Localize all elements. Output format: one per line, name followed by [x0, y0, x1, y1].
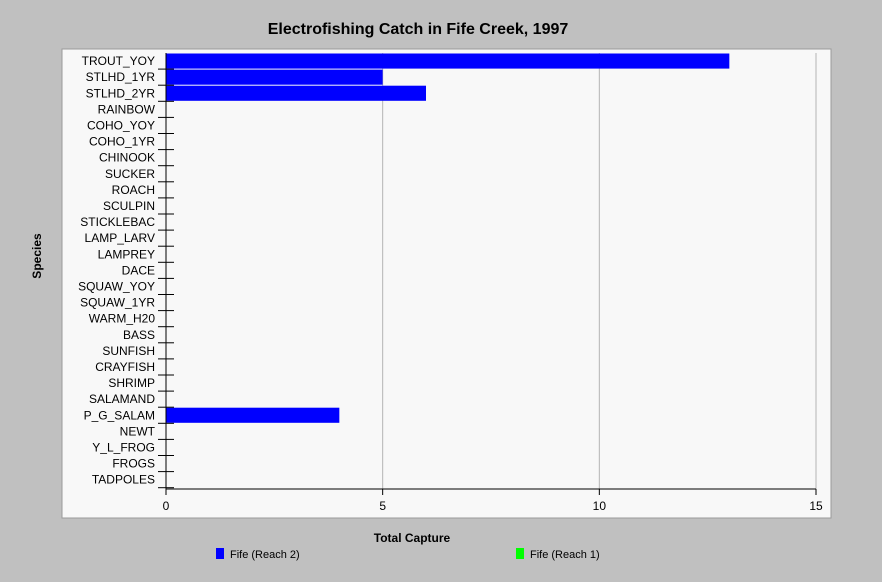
y-tick-label: LAMP_LARV [85, 231, 155, 245]
legend-label: Fife (Reach 2) [230, 549, 300, 561]
bar-trout-yoy [166, 53, 730, 69]
x-tick-label: 10 [593, 499, 607, 513]
y-tick-label: STICKLEBAC [80, 215, 155, 229]
y-tick-label: DACE [122, 263, 155, 277]
y-tick-label: BASS [123, 328, 155, 342]
y-tick-label: TADPOLES [92, 473, 155, 487]
y-tick-label: SQUAW_YOY [78, 279, 155, 293]
y-tick-label: TROUT_YOY [82, 54, 155, 68]
x-tick-label: 5 [379, 499, 386, 513]
y-tick-label: CHINOOK [99, 151, 155, 165]
legend: Fife (Reach 2) Fife (Reach 1) [216, 548, 600, 561]
y-tick-label: NEWT [120, 424, 156, 438]
y-tick-label: LAMPREY [98, 247, 155, 261]
y-tick-label: ROACH [112, 183, 155, 197]
y-tick-label: Y_L_FROG [92, 440, 155, 454]
bar-stlhd-1yr [166, 69, 383, 85]
y-tick-label: FROGS [112, 457, 155, 471]
legend-label: Fife (Reach 1) [530, 549, 600, 561]
x-tick-label: 15 [809, 499, 823, 513]
x-tick-label: 0 [163, 499, 170, 513]
grid-lines [382, 53, 817, 489]
axes [158, 53, 817, 495]
plot-background [61, 48, 832, 519]
y-tick-label: SHRIMP [108, 376, 155, 390]
chart-title: Electrofishing Catch in Fife Creek, 1997 [268, 21, 569, 38]
legend-swatch [516, 548, 524, 559]
y-tick-label: STLHD_1YR [86, 70, 156, 84]
y-tick-label: SALAMAND [89, 392, 155, 406]
y-tick-label: P_G_SALAM [84, 408, 155, 422]
y-axis-title: Species [30, 233, 44, 279]
y-tick-label: COHO_1YR [89, 135, 155, 149]
bar-stlhd-2yr [166, 85, 426, 101]
y-tick-label: CRAYFISH [95, 360, 155, 374]
y-tick-label: RAINBOW [98, 102, 156, 116]
y-tick-label: STLHD_2YR [86, 86, 156, 100]
tick-labels: 0 5 10 15 TROUT_YOY STLHD_1YR STLHD_2YR RAINBOW… [78, 54, 823, 513]
x-axis-title: Total Capture [374, 531, 451, 545]
y-tick-label: SUNFISH [102, 344, 155, 358]
y-tick-label: SCULPIN [103, 199, 155, 213]
y-tick-label: WARM_H20 [89, 312, 156, 326]
bar-p-g-salam [166, 407, 340, 423]
y-tick-label: COHO_YOY [87, 118, 155, 132]
y-tick-label: SUCKER [105, 167, 155, 181]
legend-swatch [216, 548, 224, 559]
y-tick-label: SQUAW_1YR [80, 296, 155, 310]
bars [166, 53, 730, 423]
